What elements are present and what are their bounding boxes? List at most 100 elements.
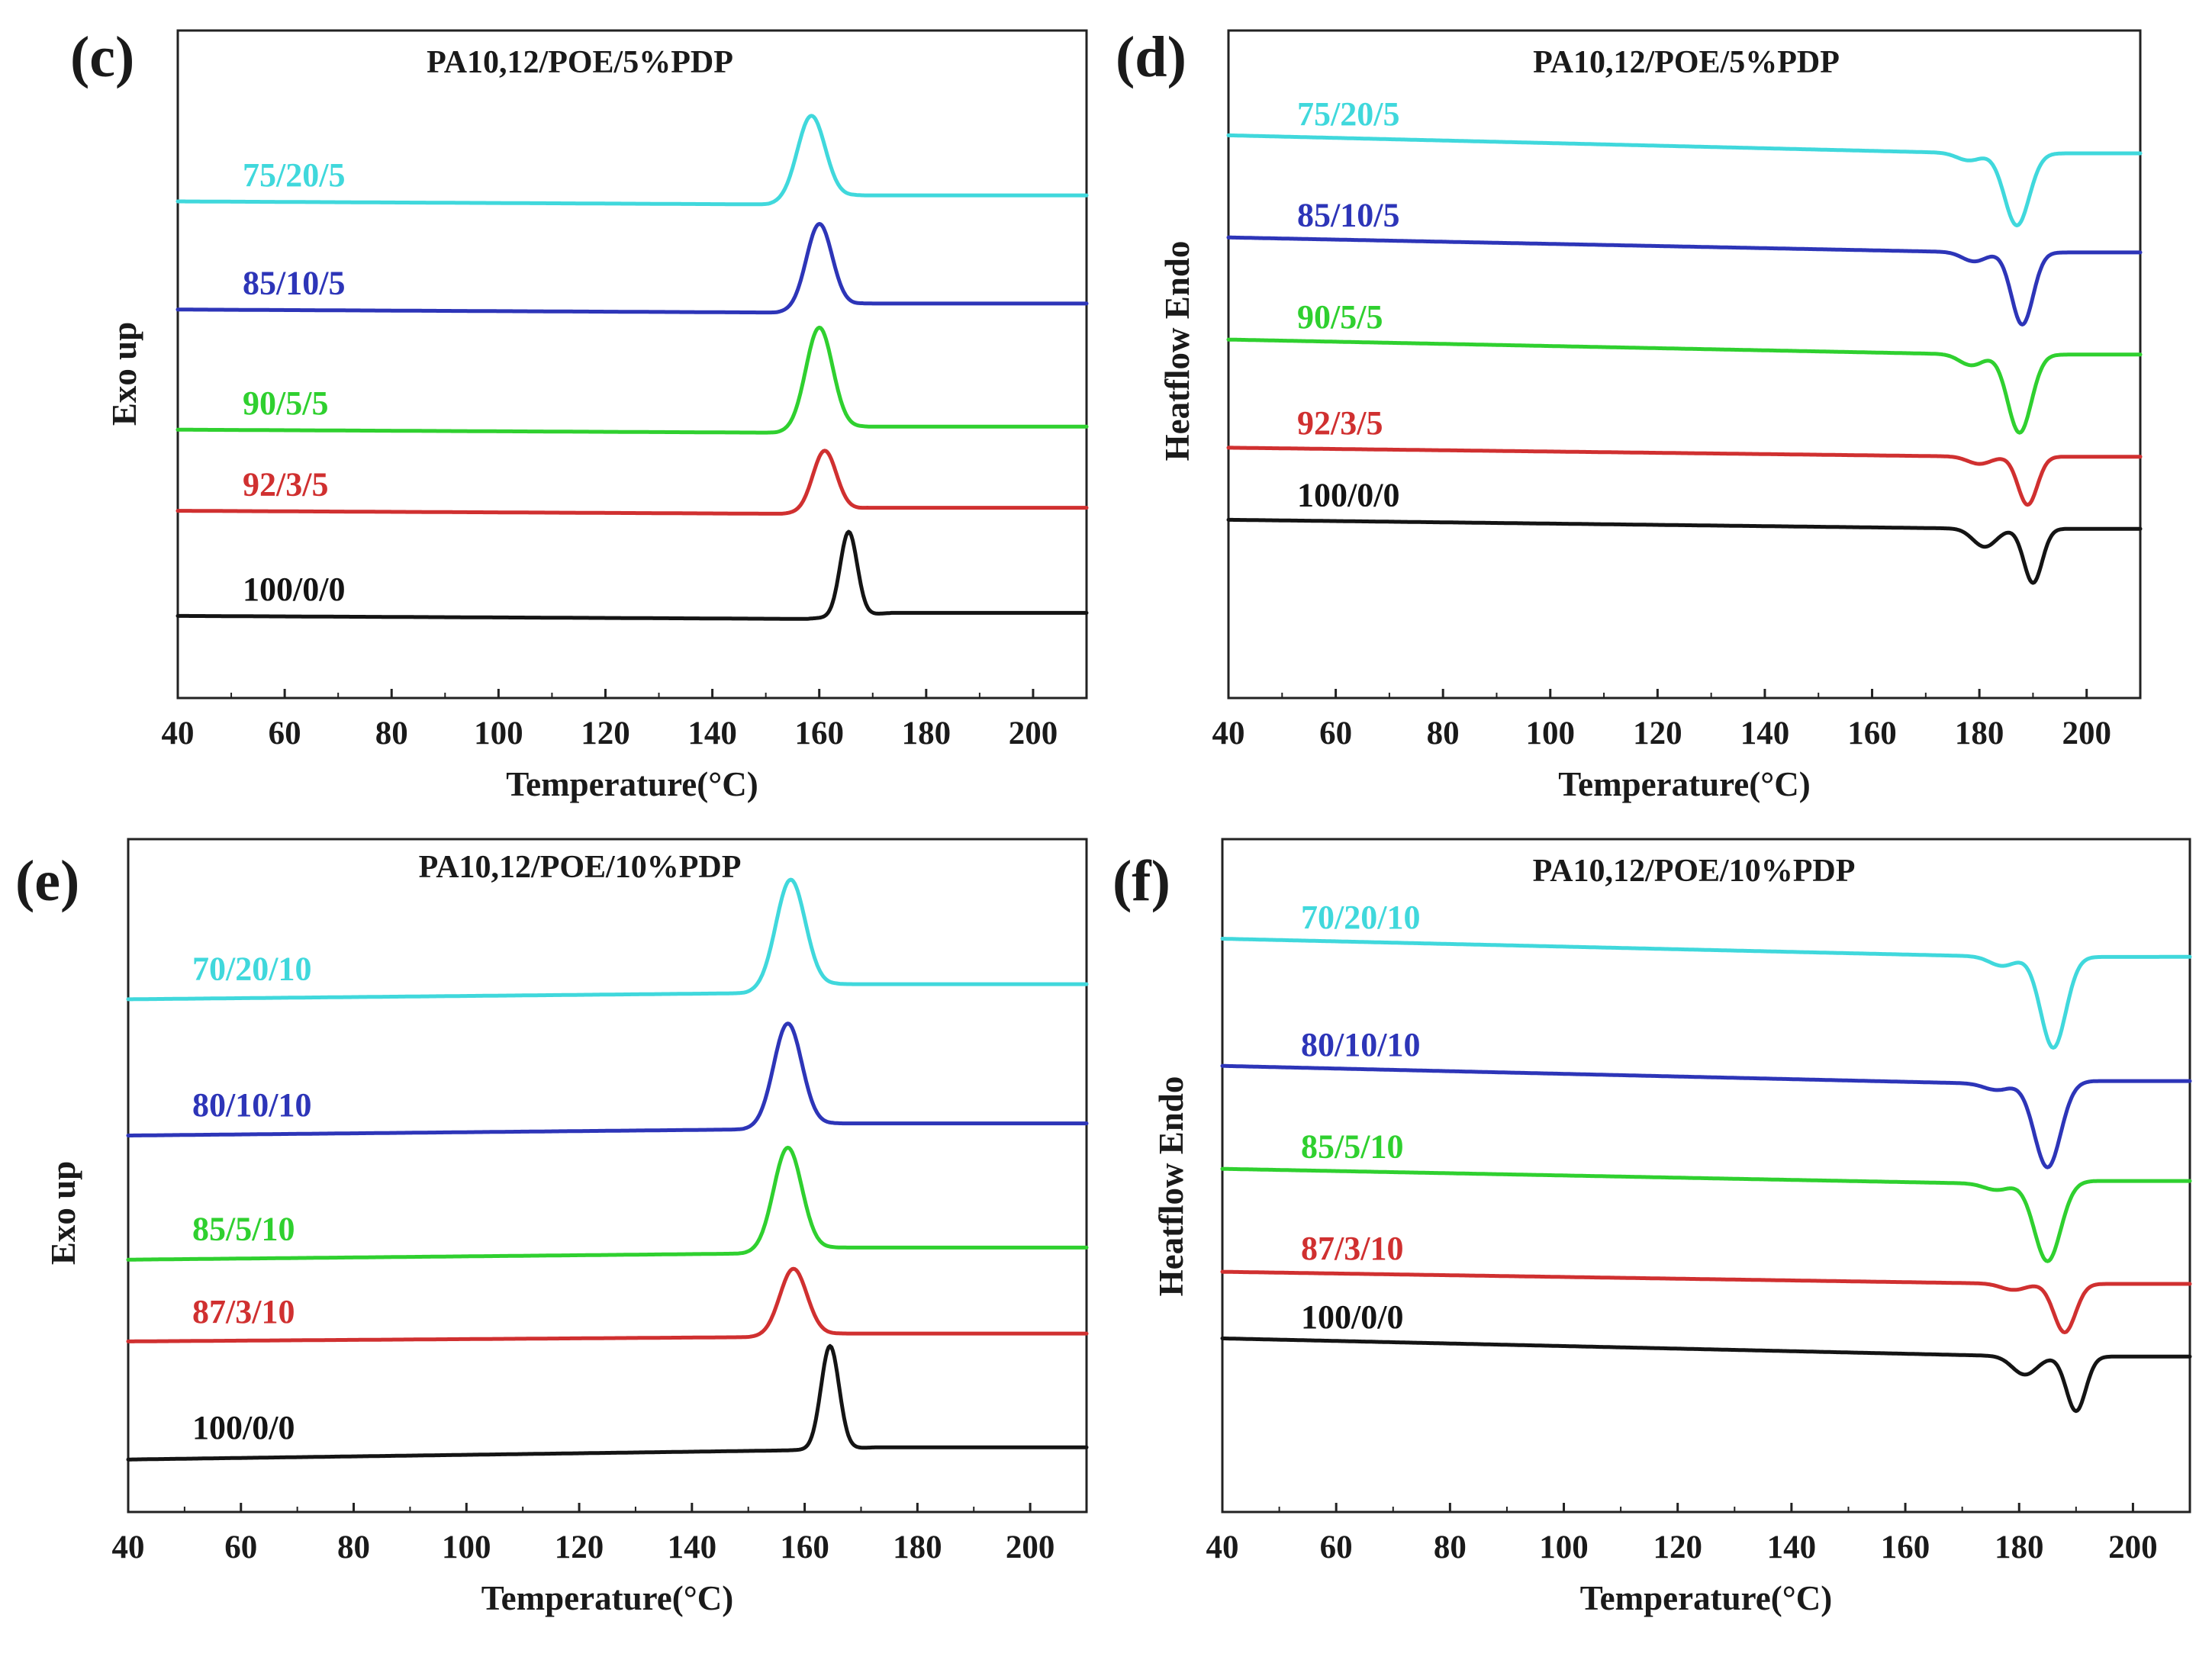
series-label: 80/10/10: [1301, 1026, 1420, 1063]
series-label: 75/20/5: [243, 156, 345, 194]
series-line-70-20-10: [1220, 937, 2192, 1050]
plot-frame: [127, 838, 1088, 1514]
series-line-85-5-10: [126, 1145, 1089, 1262]
panel-letter: (f): [1112, 849, 1170, 913]
x-tick-label: 140: [668, 1530, 717, 1565]
x-tick-label: 100: [474, 716, 523, 751]
series-label: 85/10/5: [1297, 196, 1399, 233]
x-tick-label: 200: [1009, 716, 1058, 751]
series-line-92-3-5: [175, 449, 1089, 516]
chart-panel-d: (d) PA10,12/POE/5%PDP 40 60 80 100 120 140 160 18…: [1116, 25, 2143, 803]
series-label: 100/0/0: [192, 1409, 295, 1446]
plot-frame: [176, 29, 1088, 700]
x-tick-label: 80: [1427, 716, 1460, 751]
x-tick-label: 180: [893, 1530, 942, 1565]
x-tick-label: 140: [1767, 1530, 1817, 1565]
series-label: 90/5/5: [243, 384, 328, 422]
x-tick-label: 120: [555, 1530, 604, 1565]
series-label: 100/0/0: [1297, 477, 1399, 514]
x-tick-label: 60: [269, 716, 301, 751]
x-tick-label: 60: [1319, 716, 1352, 751]
series-line-100-0-0: [1226, 517, 2143, 585]
x-tick-label: 160: [780, 1530, 829, 1565]
x-tick-label: 160: [794, 716, 844, 751]
x-tick-label: 160: [1847, 716, 1897, 751]
x-axis-label: Temperature(°C): [481, 1579, 733, 1617]
series-line-80-10-10: [126, 1021, 1089, 1137]
series-line-85-10-5: [1226, 235, 2143, 327]
series-label: 80/10/10: [192, 1086, 311, 1124]
x-tick-label: 40: [1206, 1530, 1239, 1565]
panel-letter: (d): [1116, 25, 1186, 89]
series-line-75-20-5: [1226, 133, 2143, 227]
series-label: 70/20/10: [192, 950, 311, 987]
series-label: 90/5/5: [1297, 298, 1383, 336]
chart-title: PA10,12/POE/10%PDP: [1533, 854, 1856, 889]
series-line-90-5-5: [175, 325, 1089, 435]
x-tick-label: 140: [687, 716, 737, 751]
chart-title: PA10,12/POE/5%PDP: [1533, 45, 1840, 80]
series-line-87-3-10: [126, 1266, 1089, 1343]
chart-panel-c: (c) PA10,12/POE/5%PDP 40 60 80 100 120 140 160 18…: [70, 25, 1089, 803]
series-label: 70/20/10: [1301, 899, 1420, 936]
x-tick-label: 80: [375, 716, 408, 751]
series-line-100-0-0: [1220, 1336, 2192, 1414]
x-tick-label: 100: [1526, 716, 1576, 751]
x-tick-label: 60: [1320, 1530, 1353, 1565]
x-tick-label: 120: [1653, 1530, 1702, 1565]
series-line-75-20-5: [175, 114, 1089, 207]
x-tick-label: 180: [902, 716, 951, 751]
chart-panel-f: (f) PA10,12/POE/10%PDP 40 60 80 100 120 140 160 1…: [1112, 838, 2192, 1617]
y-axis-label: Heatflow Endo: [1158, 241, 1196, 462]
series-label: 87/3/10: [1301, 1230, 1403, 1267]
x-tick-label: 180: [1995, 1530, 2044, 1565]
y-axis-label: Exo up: [105, 322, 143, 426]
x-tick-label: 200: [1006, 1530, 1055, 1565]
x-tick-label: 80: [1434, 1530, 1467, 1565]
x-tick-label: 200: [2062, 716, 2111, 751]
series-label: 92/3/5: [243, 465, 328, 503]
series-line-85-5-10: [1220, 1166, 2192, 1263]
y-axis-label: Exo up: [44, 1161, 82, 1265]
x-tick-label: 80: [337, 1530, 370, 1565]
x-tick-label: 200: [2108, 1530, 2158, 1565]
y-axis-label: Heatflow Endo: [1152, 1076, 1190, 1297]
series-line-100-0-0: [126, 1343, 1089, 1462]
series-line-70-20-10: [126, 877, 1089, 1002]
x-tick-label: 40: [112, 1530, 145, 1565]
series-line-100-0-0: [175, 529, 1089, 621]
series-label: 100/0/0: [1301, 1298, 1403, 1336]
x-tick-label: 100: [442, 1530, 491, 1565]
series-label: 85/5/10: [192, 1211, 295, 1248]
plot-frame: [1227, 29, 2142, 700]
chart-title: PA10,12/POE/5%PDP: [427, 45, 733, 80]
chart-panel-e: (e) PA10,12/POE/10%PDP 40 60 80 100 120 140 160 1…: [15, 838, 1089, 1617]
x-tick-label: 120: [1633, 716, 1682, 751]
series-line-92-3-5: [1226, 446, 2143, 507]
series-label: 87/3/10: [192, 1293, 295, 1330]
series-label: 85/10/5: [243, 265, 345, 302]
x-tick-label: 120: [581, 716, 630, 751]
series-label: 85/5/10: [1301, 1128, 1403, 1165]
x-tick-label: 40: [1212, 716, 1245, 751]
series-label: 92/3/5: [1297, 404, 1383, 442]
x-axis-label: Temperature(°C): [1558, 765, 1810, 803]
x-tick-label: 100: [1539, 1530, 1589, 1565]
panel-letter: (c): [70, 25, 134, 89]
x-tick-label: 60: [224, 1530, 257, 1565]
plot-frame: [1221, 838, 2191, 1514]
series-line-80-10-10: [1220, 1063, 2192, 1169]
series-line-90-5-5: [1226, 337, 2143, 435]
x-axis-label: Temperature(°C): [1580, 1579, 1832, 1617]
x-axis-label: Temperature(°C): [506, 765, 758, 803]
panel-letter: (e): [15, 849, 79, 913]
series-line-87-3-10: [1220, 1269, 2192, 1334]
x-tick-label: 160: [1881, 1530, 1930, 1565]
x-tick-label: 180: [1955, 716, 2004, 751]
x-tick-label: 140: [1740, 716, 1790, 751]
chart-title: PA10,12/POE/10%PDP: [419, 850, 742, 885]
x-tick-label: 40: [162, 716, 195, 751]
series-line-85-10-5: [175, 222, 1089, 315]
series-label: 75/20/5: [1297, 95, 1399, 133]
